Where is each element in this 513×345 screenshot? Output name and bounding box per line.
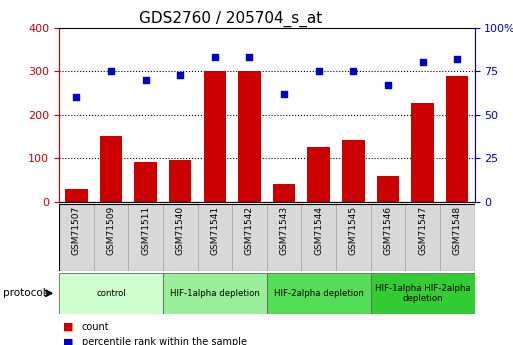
- Bar: [405, 204, 440, 271]
- Text: HIF-1alpha HIF-2alpha
depletion: HIF-1alpha HIF-2alpha depletion: [374, 284, 470, 303]
- Point: [211, 55, 219, 60]
- Text: GSM71511: GSM71511: [141, 206, 150, 256]
- Bar: [238, 71, 261, 202]
- Text: GSM71544: GSM71544: [314, 206, 323, 255]
- Point: [245, 55, 253, 60]
- Bar: [59, 273, 163, 314]
- Text: GSM71542: GSM71542: [245, 206, 254, 255]
- Bar: [100, 137, 122, 202]
- Text: GSM71543: GSM71543: [280, 206, 289, 255]
- Text: ■: ■: [63, 322, 74, 332]
- Text: GSM71546: GSM71546: [383, 206, 392, 255]
- Point: [384, 82, 392, 88]
- Bar: [59, 204, 93, 271]
- Text: count: count: [82, 322, 109, 332]
- Point: [419, 60, 427, 65]
- Text: GSM71545: GSM71545: [349, 206, 358, 255]
- Point: [142, 77, 150, 83]
- Bar: [128, 204, 163, 271]
- Bar: [370, 273, 475, 314]
- Text: ■: ■: [63, 337, 74, 345]
- Point: [107, 68, 115, 74]
- Bar: [336, 204, 370, 271]
- Bar: [267, 204, 301, 271]
- Bar: [267, 273, 370, 314]
- Text: GSM71541: GSM71541: [210, 206, 220, 255]
- Bar: [440, 204, 475, 271]
- Bar: [446, 76, 468, 202]
- Text: HIF-1alpha depletion: HIF-1alpha depletion: [170, 289, 260, 298]
- Text: GSM71540: GSM71540: [175, 206, 185, 255]
- Point: [453, 56, 461, 62]
- Bar: [65, 189, 88, 202]
- Text: GSM71507: GSM71507: [72, 206, 81, 256]
- Bar: [377, 176, 399, 202]
- Bar: [169, 160, 191, 202]
- Text: control: control: [96, 289, 126, 298]
- Text: GSM71509: GSM71509: [106, 206, 115, 256]
- Bar: [93, 204, 128, 271]
- Text: protocol: protocol: [3, 288, 45, 298]
- Point: [72, 95, 81, 100]
- Bar: [370, 204, 405, 271]
- Bar: [163, 273, 267, 314]
- Bar: [134, 162, 157, 202]
- Point: [349, 68, 358, 74]
- Bar: [307, 147, 330, 202]
- Text: GSM71547: GSM71547: [418, 206, 427, 255]
- Bar: [273, 184, 295, 202]
- Bar: [301, 204, 336, 271]
- Text: GSM71548: GSM71548: [452, 206, 462, 255]
- Text: percentile rank within the sample: percentile rank within the sample: [82, 337, 247, 345]
- Text: GDS2760 / 205704_s_at: GDS2760 / 205704_s_at: [139, 10, 323, 27]
- Bar: [198, 204, 232, 271]
- Point: [314, 68, 323, 74]
- Bar: [232, 204, 267, 271]
- Point: [280, 91, 288, 97]
- Text: HIF-2alpha depletion: HIF-2alpha depletion: [274, 289, 364, 298]
- Point: [176, 72, 184, 77]
- Bar: [163, 204, 198, 271]
- Bar: [411, 102, 434, 202]
- Bar: [204, 71, 226, 202]
- Bar: [342, 140, 365, 202]
